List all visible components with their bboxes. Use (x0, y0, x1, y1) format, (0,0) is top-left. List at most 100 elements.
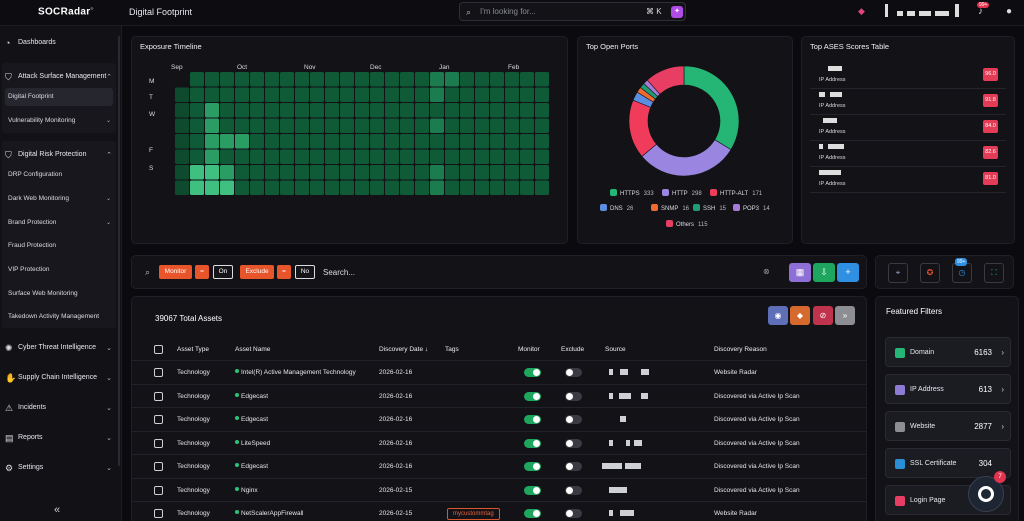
heatmap-cell[interactable] (535, 134, 549, 149)
heatmap-cell[interactable] (190, 180, 204, 196)
sidebar-item-settings[interactable]: ⚙ Settings ⌄ (0, 457, 118, 479)
heatmap-cell[interactable] (250, 87, 264, 103)
heatmap-cell[interactable] (400, 149, 414, 165)
heatmap-cell[interactable] (415, 149, 429, 165)
column-header-exclude[interactable]: Exclude (561, 346, 585, 353)
filter-search-input[interactable]: Search... (323, 268, 356, 277)
filter-operator[interactable]: = (277, 265, 291, 279)
legend-item-ssh[interactable]: SSH 15 (693, 204, 726, 212)
select-all-checkbox[interactable] (154, 345, 163, 354)
column-header-discovery-reason[interactable]: Discovery Reason (714, 346, 767, 353)
heatmap-cell[interactable] (520, 180, 534, 196)
heatmap-cell[interactable] (415, 103, 429, 118)
bell-icon[interactable]: ♪ 99+ (977, 2, 990, 17)
asset-name[interactable]: Edgecast (235, 416, 268, 423)
sidebar-item-reports[interactable]: ▤ Reports ⌄ (0, 427, 118, 449)
map-pin-icon[interactable]: ⌖ (888, 263, 908, 283)
heatmap-cell[interactable] (415, 134, 429, 149)
heatmap-cell[interactable] (205, 72, 219, 87)
sidebar-item-vip-protection[interactable]: VIP Protection (5, 261, 113, 279)
heatmap-cell[interactable] (310, 118, 324, 134)
heatmap-cell[interactable] (250, 72, 264, 87)
heatmap-cell[interactable] (475, 180, 489, 196)
heatmap-cell[interactable] (205, 87, 219, 103)
heatmap-cell[interactable] (415, 72, 429, 87)
heatmap-cell[interactable] (295, 149, 309, 165)
heatmap-cell[interactable] (460, 134, 474, 149)
heatmap-cell[interactable] (370, 134, 384, 149)
legend-item-others[interactable]: Others 115 (666, 220, 708, 228)
heatmap-cell[interactable] (235, 180, 249, 196)
heatmap-cell[interactable] (370, 149, 384, 165)
heatmap-cell[interactable] (535, 165, 549, 180)
heatmap-cell[interactable] (265, 103, 279, 118)
heatmap-cell[interactable] (295, 103, 309, 118)
sidebar-item-asm[interactable]: ⛉ Attack Surface Management ⌃ (0, 66, 118, 88)
heatmap-cell[interactable] (415, 87, 429, 103)
heatmap-cell[interactable] (250, 134, 264, 149)
table-row[interactable]: Technology Intel(R) Active Management Tec… (132, 360, 866, 384)
sidebar-item-drp-configuration[interactable]: DRP Configuration (5, 166, 113, 184)
heatmap-cell[interactable] (505, 180, 519, 196)
heatmap-cell[interactable] (490, 72, 504, 87)
heatmap-cell[interactable] (490, 149, 504, 165)
heatmap-cell[interactable] (520, 165, 534, 180)
heatmap-cell[interactable] (175, 180, 189, 196)
heatmap-cell[interactable] (520, 103, 534, 118)
filter-chip-exclude[interactable]: Exclude (240, 265, 274, 279)
chat-launcher-button[interactable]: 7 (968, 471, 1006, 512)
heatmap-cell[interactable] (265, 180, 279, 196)
history-icon[interactable]: ◷ 99+ (952, 258, 972, 283)
heatmap-cell[interactable] (460, 149, 474, 165)
sidebar-item-supply-chain[interactable]: ✋ Supply Chain Intelligence ⌄ (0, 367, 118, 389)
award-icon[interactable]: ✪ (920, 263, 940, 283)
heatmap-cell[interactable] (280, 103, 294, 118)
heatmap-cell[interactable] (505, 149, 519, 165)
heatmap-cell[interactable] (400, 134, 414, 149)
heatmap-cell[interactable] (535, 72, 549, 87)
heatmap-cell[interactable] (265, 149, 279, 165)
row-checkbox[interactable] (154, 391, 163, 401)
heatmap-cell[interactable] (535, 149, 549, 165)
tag-badge[interactable]: mycustommtag (447, 508, 500, 520)
ases-row[interactable]: IP Address 96.0 (810, 63, 1006, 89)
row-checkbox[interactable] (154, 485, 163, 495)
heatmap-cell[interactable] (250, 180, 264, 196)
sidebar-item-digital-footprint[interactable]: Digital Footprint (5, 88, 113, 106)
heatmap-cell[interactable] (520, 118, 534, 134)
table-row[interactable]: Technology Edgecast 2026-02-16 Discovered v… (132, 454, 866, 478)
heatmap-cell[interactable] (505, 103, 519, 118)
sidebar-item-surface-web-monitoring[interactable]: Surface Web Monitoring (5, 285, 113, 303)
column-header-monitor[interactable]: Monitor (518, 346, 540, 353)
column-header-asset-name[interactable]: Asset Name (235, 346, 271, 353)
heatmap-cell[interactable] (460, 180, 474, 196)
heatmap-cell[interactable] (220, 103, 234, 118)
ases-row[interactable]: IP Address 81.0 (810, 167, 1006, 193)
heatmap-cell[interactable] (340, 165, 354, 180)
exclude-toggle[interactable] (565, 368, 582, 377)
heatmap-cell[interactable] (325, 103, 339, 118)
monitor-toggle[interactable] (524, 368, 541, 377)
heatmap-cell[interactable] (430, 103, 444, 118)
heatmap-cell[interactable] (445, 103, 459, 118)
featured-filter-website[interactable]: Website 2877 › (885, 411, 1011, 441)
heatmap-cell[interactable] (370, 87, 384, 103)
heatmap-cell[interactable] (355, 165, 369, 180)
legend-item-snmp[interactable]: SNMP 16 (651, 204, 689, 212)
heatmap-cell[interactable] (310, 87, 324, 103)
heatmap-cell[interactable] (295, 118, 309, 134)
heatmap-cell[interactable] (265, 72, 279, 87)
heatmap-cell[interactable] (235, 165, 249, 180)
heatmap-cell[interactable] (310, 149, 324, 165)
heatmap-cell[interactable] (325, 149, 339, 165)
featured-filter-domain[interactable]: Domain 6163 › (885, 337, 1011, 367)
column-header-source[interactable]: Source (605, 346, 626, 353)
global-search[interactable]: ⌕ I'm looking for... ⌘ K ✦ (459, 2, 686, 21)
heatmap-cell[interactable] (460, 103, 474, 118)
scan-icon[interactable]: ⛶ (984, 263, 1004, 283)
heatmap-cell[interactable] (190, 118, 204, 134)
sidebar-item-vulnerability-monitoring[interactable]: Vulnerability Monitoring ⌄ (5, 112, 113, 130)
heatmap-cell[interactable] (445, 134, 459, 149)
heatmap-cell[interactable] (280, 180, 294, 196)
exclude-toggle[interactable] (565, 391, 582, 401)
